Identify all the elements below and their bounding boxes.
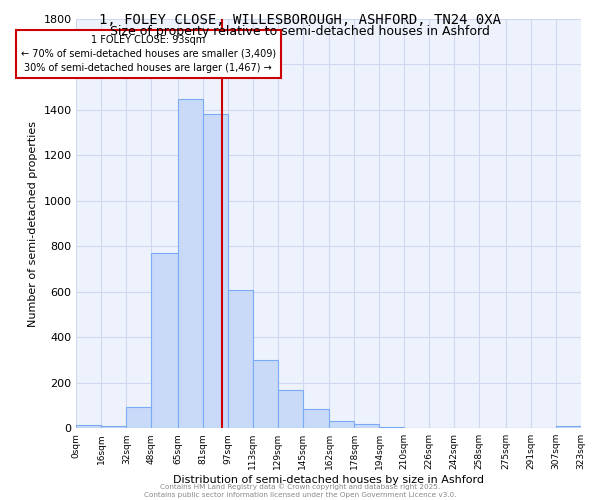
Y-axis label: Number of semi-detached properties: Number of semi-detached properties	[28, 120, 38, 326]
Bar	[101, 426, 126, 428]
X-axis label: Distribution of semi-detached houses by size in Ashford: Distribution of semi-detached houses by …	[173, 475, 484, 485]
Bar	[178, 98, 203, 428]
Bar	[379, 427, 404, 428]
Bar	[253, 360, 278, 428]
Bar	[556, 426, 581, 428]
Bar	[278, 390, 302, 428]
Text: 1 FOLEY CLOSE: 93sqm
← 70% of semi-detached houses are smaller (3,409)
30% of se: 1 FOLEY CLOSE: 93sqm ← 70% of semi-detac…	[20, 35, 276, 73]
Bar	[151, 253, 178, 428]
Bar	[76, 425, 101, 428]
Text: Contains HM Land Registry data © Crown copyright and database right 2025.
Contai: Contains HM Land Registry data © Crown c…	[144, 484, 456, 498]
Bar	[329, 422, 354, 428]
Bar	[203, 114, 228, 428]
Bar	[126, 406, 151, 428]
Bar	[354, 424, 379, 428]
Text: Size of property relative to semi-detached houses in Ashford: Size of property relative to semi-detach…	[110, 25, 490, 38]
Text: 1, FOLEY CLOSE, WILLESBOROUGH, ASHFORD, TN24 0XA: 1, FOLEY CLOSE, WILLESBOROUGH, ASHFORD, …	[99, 12, 501, 26]
Bar	[228, 290, 253, 428]
Bar	[302, 409, 329, 428]
